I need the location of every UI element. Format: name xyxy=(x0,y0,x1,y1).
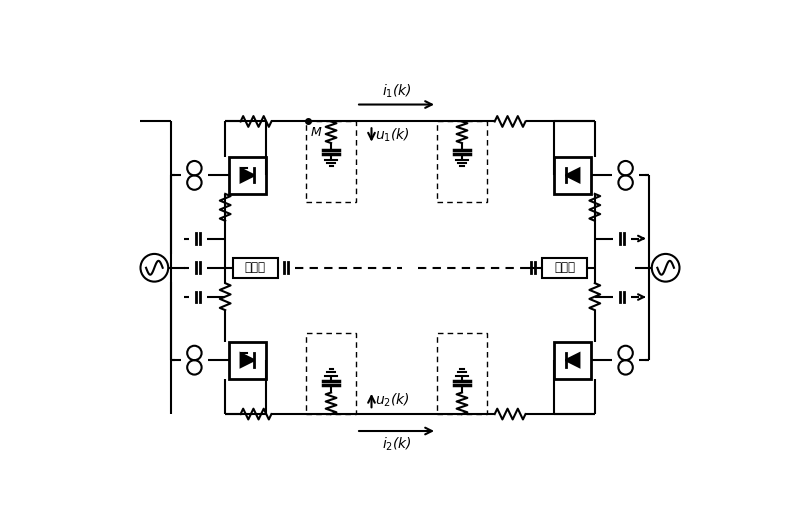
Bar xyxy=(306,122,356,202)
Bar xyxy=(554,341,591,379)
Bar xyxy=(306,333,356,414)
Text: $i_2$(k): $i_2$(k) xyxy=(382,435,411,453)
Polygon shape xyxy=(241,168,254,182)
Text: 接地极: 接地极 xyxy=(245,261,266,275)
Text: $u_2$(k): $u_2$(k) xyxy=(374,391,410,409)
Bar xyxy=(437,122,487,202)
Polygon shape xyxy=(566,168,579,182)
Polygon shape xyxy=(241,353,254,367)
Text: M: M xyxy=(310,126,322,139)
Text: $i_1$(k): $i_1$(k) xyxy=(382,82,411,100)
Text: 接地极: 接地极 xyxy=(554,261,575,275)
Bar xyxy=(542,258,587,278)
Bar xyxy=(554,157,591,194)
Bar xyxy=(229,157,266,194)
Bar xyxy=(437,333,487,414)
Bar xyxy=(233,258,278,278)
Bar xyxy=(229,341,266,379)
Text: $u_1$(k): $u_1$(k) xyxy=(374,126,410,144)
Polygon shape xyxy=(566,353,579,367)
